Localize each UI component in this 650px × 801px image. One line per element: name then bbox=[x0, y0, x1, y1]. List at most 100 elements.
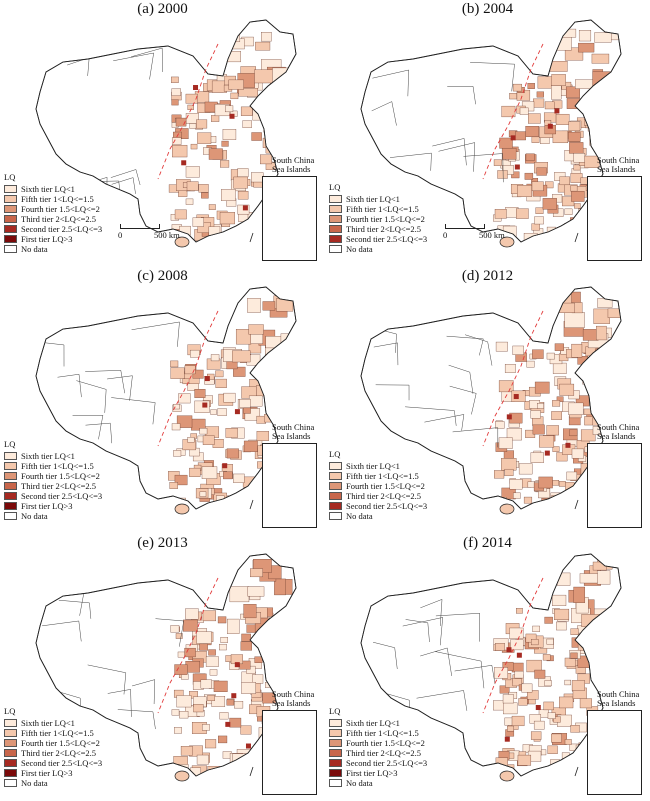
prefecture-region bbox=[582, 329, 599, 341]
prefecture-region bbox=[278, 347, 293, 359]
prefecture-region bbox=[570, 628, 579, 635]
legend-item: Fourth tier 1.5<LQ<=2 bbox=[4, 204, 102, 214]
prefecture-region bbox=[255, 41, 271, 51]
prefecture-region bbox=[263, 633, 278, 646]
prefecture-region bbox=[547, 745, 558, 754]
legend-swatch bbox=[329, 195, 342, 203]
prefecture-region bbox=[171, 76, 179, 83]
prefecture-region bbox=[517, 185, 532, 197]
prefecture-region bbox=[220, 636, 228, 643]
province-boundary bbox=[375, 384, 410, 401]
legend-swatch bbox=[329, 235, 342, 243]
legend-item: Second tier 2.5<LQ<=3 bbox=[329, 501, 427, 511]
legend-title: LQ bbox=[4, 706, 16, 716]
china-map bbox=[360, 553, 625, 782]
prefecture-region bbox=[175, 117, 187, 127]
prefecture-region bbox=[525, 126, 539, 137]
prefecture-region bbox=[208, 148, 223, 160]
legend-item: First tier LQ>3 bbox=[4, 768, 102, 778]
prefecture-region bbox=[558, 481, 566, 487]
legend-item: Sixth tier LQ<1 bbox=[4, 184, 102, 194]
prefecture-region bbox=[509, 93, 517, 100]
hotspot-region bbox=[535, 705, 541, 711]
prefecture-region bbox=[511, 171, 520, 179]
panel-title: (d) 2012 bbox=[461, 268, 514, 284]
province-boundary bbox=[447, 86, 476, 105]
prefecture-region bbox=[215, 378, 227, 388]
legend-label: Sixth tier LQ<1 bbox=[346, 718, 400, 728]
legend-item: Second tier 2.5<LQ<=3 bbox=[4, 758, 102, 768]
legend-swatch bbox=[4, 235, 17, 243]
legend-item: Fifth tier 1<LQ<=1.5 bbox=[329, 728, 427, 738]
inset-frame bbox=[262, 176, 317, 261]
prefecture-region bbox=[502, 165, 514, 175]
prefecture-region bbox=[589, 134, 604, 146]
prefecture-region bbox=[173, 403, 180, 410]
prefecture-region bbox=[219, 712, 229, 720]
legend-swatch bbox=[4, 779, 17, 787]
legend-label: First tier LQ>3 bbox=[346, 768, 398, 778]
prefecture-region bbox=[264, 95, 274, 102]
prefecture-region bbox=[198, 184, 209, 193]
inset-frame bbox=[262, 710, 317, 795]
prefecture-region bbox=[238, 492, 246, 499]
hainan-island bbox=[499, 770, 515, 782]
prefecture-region bbox=[225, 105, 234, 113]
prefecture-region bbox=[179, 711, 189, 719]
prefecture-region bbox=[262, 301, 276, 311]
prefecture-region bbox=[217, 408, 227, 416]
prefecture-region bbox=[552, 362, 567, 374]
prefecture-region bbox=[221, 140, 229, 147]
prefecture-region bbox=[219, 643, 227, 651]
prefecture-region bbox=[501, 458, 517, 471]
prefecture-region bbox=[535, 207, 544, 214]
prefecture-region bbox=[579, 698, 592, 709]
prefecture-region bbox=[171, 423, 181, 431]
province-boundary bbox=[113, 52, 154, 80]
legend: LQ Sixth tier LQ<1 Fifth tier 1<LQ<=1.5 Fou… bbox=[329, 449, 427, 521]
prefecture-region bbox=[534, 216, 544, 225]
legend-label: Sixth tier LQ<1 bbox=[21, 451, 75, 461]
legend-swatch bbox=[4, 482, 17, 490]
hu-line-dashed bbox=[482, 577, 544, 714]
province-boundary bbox=[107, 375, 133, 401]
prefecture-region bbox=[503, 702, 518, 715]
prefecture-region bbox=[564, 208, 573, 215]
hainan-island bbox=[174, 236, 190, 248]
legend-item: No data bbox=[329, 244, 427, 254]
prefecture-region bbox=[246, 224, 261, 236]
prefecture-region bbox=[234, 701, 244, 709]
prefecture-region bbox=[591, 53, 610, 64]
legend-swatch bbox=[329, 492, 342, 500]
china-map bbox=[360, 19, 626, 251]
prefecture-region bbox=[555, 113, 570, 125]
province-boundary bbox=[448, 364, 474, 394]
province-boundary bbox=[371, 101, 397, 126]
prefecture-region bbox=[495, 341, 508, 352]
prefecture-region bbox=[537, 403, 544, 409]
prefecture-region bbox=[534, 381, 550, 394]
legend-swatch bbox=[4, 759, 17, 767]
prefecture-region bbox=[531, 223, 540, 231]
prefecture-region bbox=[518, 698, 528, 706]
legend-swatch bbox=[329, 472, 342, 480]
inset-label: South China Sea Islands bbox=[272, 689, 315, 708]
prefecture-region bbox=[577, 638, 594, 651]
prefecture-region bbox=[247, 298, 261, 313]
province-boundary bbox=[85, 370, 125, 394]
hotspot-region bbox=[506, 647, 512, 653]
prefecture-region bbox=[185, 661, 200, 673]
prefecture-region bbox=[185, 198, 194, 205]
prefecture-region bbox=[570, 217, 583, 228]
prefecture-region bbox=[591, 380, 600, 388]
prefecture-region bbox=[221, 189, 236, 201]
prefecture-region bbox=[280, 333, 294, 348]
prefecture-region bbox=[499, 685, 510, 694]
prefecture-region bbox=[202, 610, 217, 622]
province-boundary bbox=[389, 152, 432, 171]
prefecture-region bbox=[178, 393, 191, 404]
prefecture-region bbox=[545, 181, 554, 189]
legend-swatch bbox=[329, 482, 342, 490]
prefecture-region bbox=[533, 720, 545, 730]
legend-label: Second tier 2.5<LQ<=3 bbox=[21, 758, 103, 768]
